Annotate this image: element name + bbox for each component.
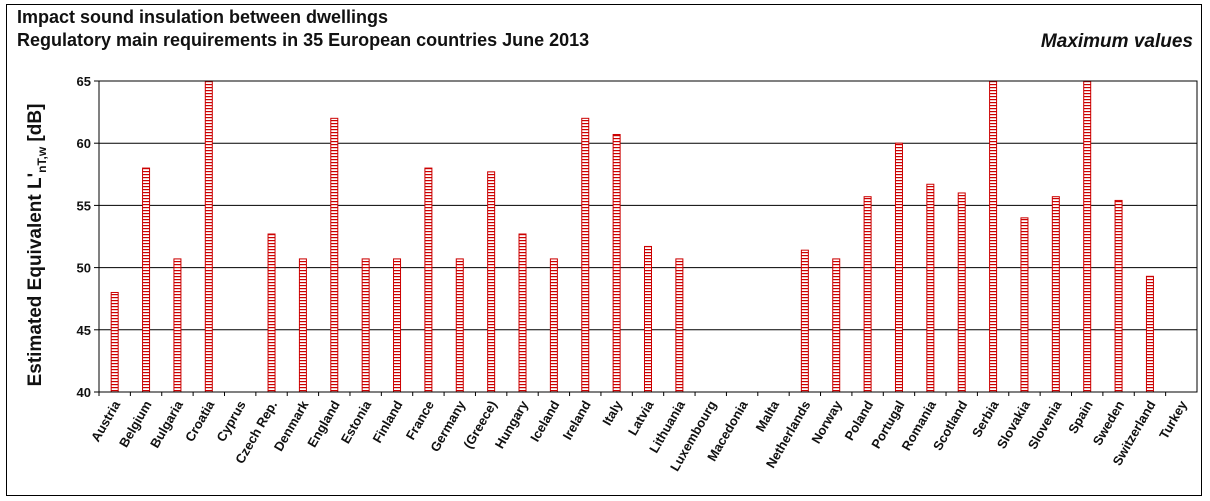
bar-netherlands [800,249,809,393]
bar-sweden [1114,199,1123,393]
y-axis-label: Estimated Equivalent L'nT,w [dB] [25,104,49,387]
bar-lithuania [675,258,684,393]
bar-slovakia [1020,217,1029,393]
bar-norway [832,258,841,393]
x-tick-label: France [403,398,437,442]
bar-slovenia [1051,196,1060,393]
bar-poland [863,196,872,393]
y-tick-label: 60 [77,136,91,151]
y-axis-label-main: Estimated Equivalent L' [25,173,46,387]
chart-subtitle: Regulatory main requirements in 35 Europ… [17,30,590,50]
bar-bulgaria [173,258,182,393]
bar-germany [455,258,464,393]
bar-croatia [204,80,213,393]
bar-romania [926,183,935,393]
bar-switzerland [1145,275,1154,393]
bar-estonia [361,258,370,393]
y-axis-ticks: 40 45 50 55 60 65 [77,74,99,400]
y-tick-label: 40 [77,385,91,400]
bar-ireland [581,117,590,393]
bar-portugal [894,142,903,393]
bar-greece [487,171,496,393]
bar-latvia [644,245,652,393]
chart-title: Impact sound insulation between dwelling… [17,7,389,27]
bar-england [330,117,339,393]
chart-note: Maximum values [1040,31,1193,52]
bar-finland [393,258,402,393]
bar-austria [110,291,119,393]
chart-frame: Impact sound insulation between dwelling… [6,4,1202,496]
bar-hungary [518,233,527,393]
x-tick-label: Ireland [560,398,594,442]
bar-czech-rep [267,233,276,393]
y-tick-label: 45 [77,323,91,338]
bar-scotland [957,192,966,393]
bars [110,80,1154,393]
y-axis-label-unit: [dB] [25,104,46,147]
plot-area-border [98,80,1198,393]
x-tick-label: Latvia [625,397,657,438]
bar-iceland [549,258,558,393]
y-axis-label-subscript: nT,w [35,146,49,173]
bar-spain [1083,80,1092,393]
x-tick-label: Poland [842,398,877,443]
bar-chart: 40 45 50 55 60 65 AustriaBelgiumBulgariaCroat… [25,74,1198,474]
x-tick-label: Malta [752,397,782,434]
y-tick-label: 55 [77,198,91,213]
y-tick-label: 50 [77,261,91,276]
x-axis-labels: AustriaBelgiumBulgariaCroatiaCyprusCzech… [88,392,1190,474]
bar-france [424,167,433,393]
x-tick-label: Norway [808,397,845,446]
bar-denmark [298,258,307,393]
x-tick-label: Turkey [1156,397,1190,441]
x-tick-label: Finland [370,398,406,446]
x-tick-label: Spain [1065,398,1096,436]
bar-belgium [142,167,151,393]
x-tick-label: Iceland [527,398,562,444]
bar-serbia [989,80,998,393]
x-tick-label: Italy [599,397,625,428]
bar-italy [612,133,621,393]
x-tick-label: Serbia [969,397,1002,440]
y-tick-label: 65 [77,74,91,89]
